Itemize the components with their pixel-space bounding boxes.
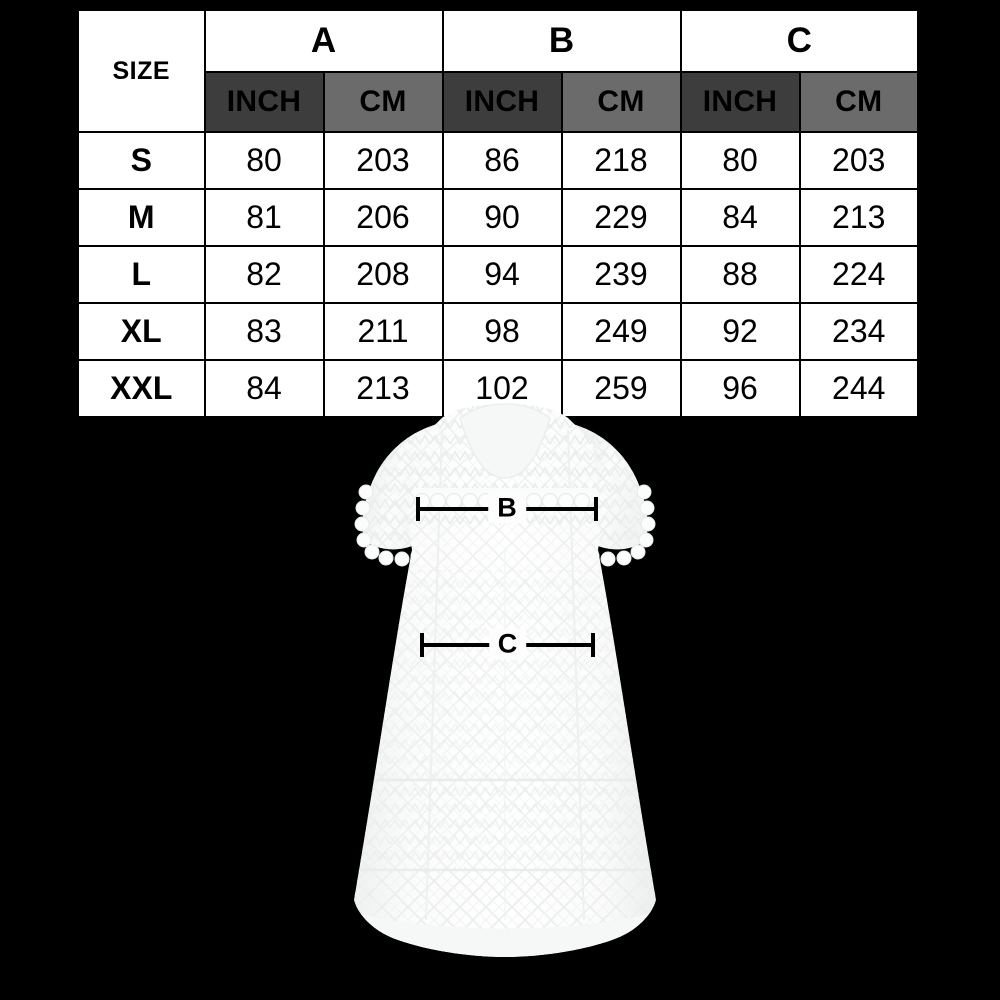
cell-c-cm: 244 xyxy=(798,359,920,419)
measure-cap-right-c xyxy=(591,633,595,657)
size-chart-table: SIZE A B C INCH CM INCH CM INCH CM S 80 … xyxy=(76,8,920,419)
header-size-corner: SIZE xyxy=(76,8,206,133)
cell-a-cm: 203 xyxy=(322,131,444,190)
header-unit-a-cm: CM xyxy=(322,71,444,133)
header-group-a: A xyxy=(203,8,444,73)
cell-c-cm: 224 xyxy=(798,245,920,304)
row-size-label: L xyxy=(76,245,206,304)
cell-a-cm: 211 xyxy=(322,302,444,361)
neckline xyxy=(459,403,551,479)
cell-a-inch: 82 xyxy=(203,245,325,304)
row-size-label: XXL xyxy=(76,359,206,419)
cell-c-inch: 92 xyxy=(679,302,801,361)
cell-c-cm: 234 xyxy=(798,302,920,361)
row-size-label: XL xyxy=(76,302,206,361)
header-group-b: B xyxy=(441,8,682,73)
cell-a-cm: 213 xyxy=(322,359,444,419)
measure-cap-left-b xyxy=(416,497,420,521)
cell-b-inch: 98 xyxy=(441,302,563,361)
table-header-group-row: SIZE A B C xyxy=(76,8,920,133)
measure-marker-c: C xyxy=(420,627,595,661)
header-unit-c-inch: INCH xyxy=(679,71,801,133)
table-row: XL 83 211 98 249 92 234 xyxy=(76,302,920,361)
measure-marker-b: B xyxy=(416,491,598,525)
cell-b-cm: 249 xyxy=(560,302,682,361)
table-row: L 82 208 94 239 88 224 xyxy=(76,245,920,304)
table-row: S 80 203 86 218 80 203 xyxy=(76,131,920,190)
cell-a-inch: 80 xyxy=(203,131,325,190)
measure-cap-right-b xyxy=(594,497,598,521)
cell-a-inch: 83 xyxy=(203,302,325,361)
measure-label-b: B xyxy=(488,492,526,524)
measure-label-c: C xyxy=(488,628,527,660)
cell-b-inch: 94 xyxy=(441,245,563,304)
cell-b-inch: 86 xyxy=(441,131,563,190)
header-unit-b-cm: CM xyxy=(560,71,682,133)
row-size-label: S xyxy=(76,131,206,190)
header-unit-c-cm: CM xyxy=(798,71,920,133)
row-size-label: M xyxy=(76,188,206,247)
cell-b-inch: 90 xyxy=(441,188,563,247)
cell-c-cm: 203 xyxy=(798,131,920,190)
cell-b-cm: 218 xyxy=(560,131,682,190)
cell-a-cm: 206 xyxy=(322,188,444,247)
garment-illustration xyxy=(330,400,680,1000)
cell-c-inch: 84 xyxy=(679,188,801,247)
table-row: M 81 206 90 229 84 213 xyxy=(76,188,920,247)
measure-cap-left-c xyxy=(420,633,424,657)
header-group-c: C xyxy=(679,8,920,73)
cell-b-cm: 239 xyxy=(560,245,682,304)
cell-a-inch: 81 xyxy=(203,188,325,247)
cell-a-inch: 84 xyxy=(203,359,325,419)
cell-b-cm: 229 xyxy=(560,188,682,247)
table-header-unit-row: INCH CM INCH CM INCH CM xyxy=(78,71,920,133)
cell-c-inch: 88 xyxy=(679,245,801,304)
header-unit-b-inch: INCH xyxy=(441,71,563,133)
cell-a-cm: 208 xyxy=(322,245,444,304)
header-unit-a-inch: INCH xyxy=(203,71,325,133)
cell-c-inch: 80 xyxy=(679,131,801,190)
cell-c-cm: 213 xyxy=(798,188,920,247)
cell-c-inch: 96 xyxy=(679,359,801,419)
cell-b-cm: 259 xyxy=(560,359,682,419)
table-row: XXL 84 213 102 259 96 244 xyxy=(76,359,920,419)
